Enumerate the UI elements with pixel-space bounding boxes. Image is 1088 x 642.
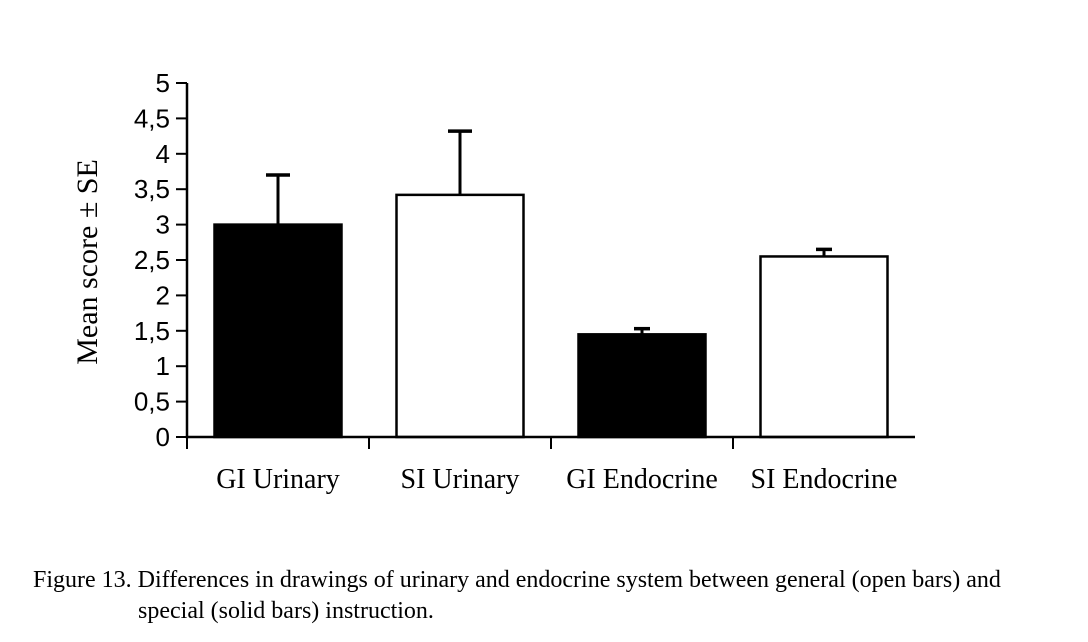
bar-si-urinary	[395, 193, 525, 439]
bar-gi-endocrine	[577, 333, 707, 439]
figure-caption: Figure 13. Differences in drawings of ur…	[33, 565, 1073, 627]
y-tick-label-0: 0	[156, 422, 170, 452]
y-tick-label-2,5: 2,5	[134, 245, 170, 275]
x-tick-label-si-urinary: SI Urinary	[401, 464, 520, 495]
x-tick-label-gi-endocrine: GI Endocrine	[566, 464, 718, 495]
bar-chart: GI Urinary SI Urinary GI Endocrine SI Endoc…	[71, 68, 915, 495]
y-tick-label-1,5: 1,5	[134, 316, 170, 346]
y-tick-label-1: 1	[156, 351, 170, 381]
y-tick-label-4: 4	[156, 139, 170, 169]
bar-gi-urinary	[213, 223, 343, 439]
y-axis-title: Mean score ± SE	[71, 159, 104, 365]
y-tick-label-3,5: 3,5	[134, 174, 170, 204]
y-tick-label-3: 3	[156, 210, 170, 240]
caption-line-1: Figure 13. Differences in drawings of ur…	[33, 567, 1001, 593]
y-tick-label-4,5: 4,5	[134, 103, 170, 133]
y-tick-label-0,5: 0,5	[134, 387, 170, 417]
y-tick-label-2: 2	[156, 280, 170, 310]
y-tick-label-5: 5	[156, 68, 170, 98]
caption-line-2: special (solid bars) instruction.	[138, 598, 434, 624]
x-tick-label-si-endocrine: SI Endocrine	[751, 464, 898, 495]
bar-si-endocrine	[759, 255, 889, 439]
x-tick-label-gi-urinary: GI Urinary	[216, 464, 340, 495]
